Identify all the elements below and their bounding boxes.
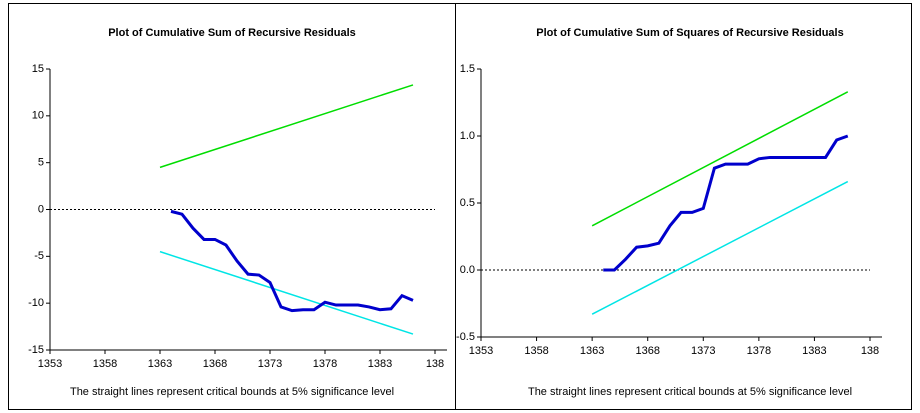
- x-tick-label: 1373: [691, 345, 715, 357]
- frame: [8, 3, 912, 410]
- x-tick-label: 1373: [258, 358, 282, 370]
- x-tick-label: 1383: [802, 345, 826, 357]
- y-tick-label: 10: [32, 110, 44, 122]
- y-tick-label: -15: [28, 344, 44, 356]
- y-tick-label: 0.5: [460, 197, 475, 209]
- y-tick-label: -10: [28, 297, 44, 309]
- y-tick-label: 1.0: [460, 130, 475, 142]
- series-line: [170, 209, 414, 313]
- x-tick-label: 1363: [580, 345, 604, 357]
- x-tick-label: 1378: [747, 345, 771, 357]
- x-tick-label: 138: [861, 345, 879, 357]
- y-tick-label: 15: [32, 63, 44, 75]
- series-line: [591, 91, 849, 227]
- y-tick-label: 0.0: [460, 264, 475, 276]
- chart-title: Plot of Cumulative Sum of Recursive Resi…: [108, 27, 356, 39]
- y-tick-label: 0: [38, 203, 44, 215]
- x-tick-label: 1363: [148, 358, 172, 370]
- x-tick-label: 138: [426, 358, 444, 370]
- x-tick-label: 1353: [469, 345, 493, 357]
- y-tick-label: -0.5: [456, 331, 475, 343]
- series-line: [159, 250, 414, 335]
- x-tick-label: 1378: [313, 358, 337, 370]
- x-tick-label: 1358: [93, 358, 117, 370]
- chart-title: Plot of Cumulative Sum of Squares of Rec…: [536, 27, 843, 39]
- x-tick-label: 1353: [38, 358, 62, 370]
- x-tick-label: 1383: [368, 358, 392, 370]
- y-tick-label: 1.5: [460, 63, 475, 75]
- series-line: [159, 84, 414, 169]
- x-tick-label: 1358: [524, 345, 548, 357]
- footnote: The straight lines represent critical bo…: [70, 386, 394, 398]
- x-tick-label: 1368: [635, 345, 659, 357]
- series-line: [591, 180, 849, 315]
- y-tick-label: 5: [38, 157, 44, 169]
- y-tick-label: -5: [34, 250, 44, 262]
- x-tick-label: 1368: [203, 358, 227, 370]
- footnote: The straight lines represent critical bo…: [528, 386, 852, 398]
- series-line: [603, 134, 849, 272]
